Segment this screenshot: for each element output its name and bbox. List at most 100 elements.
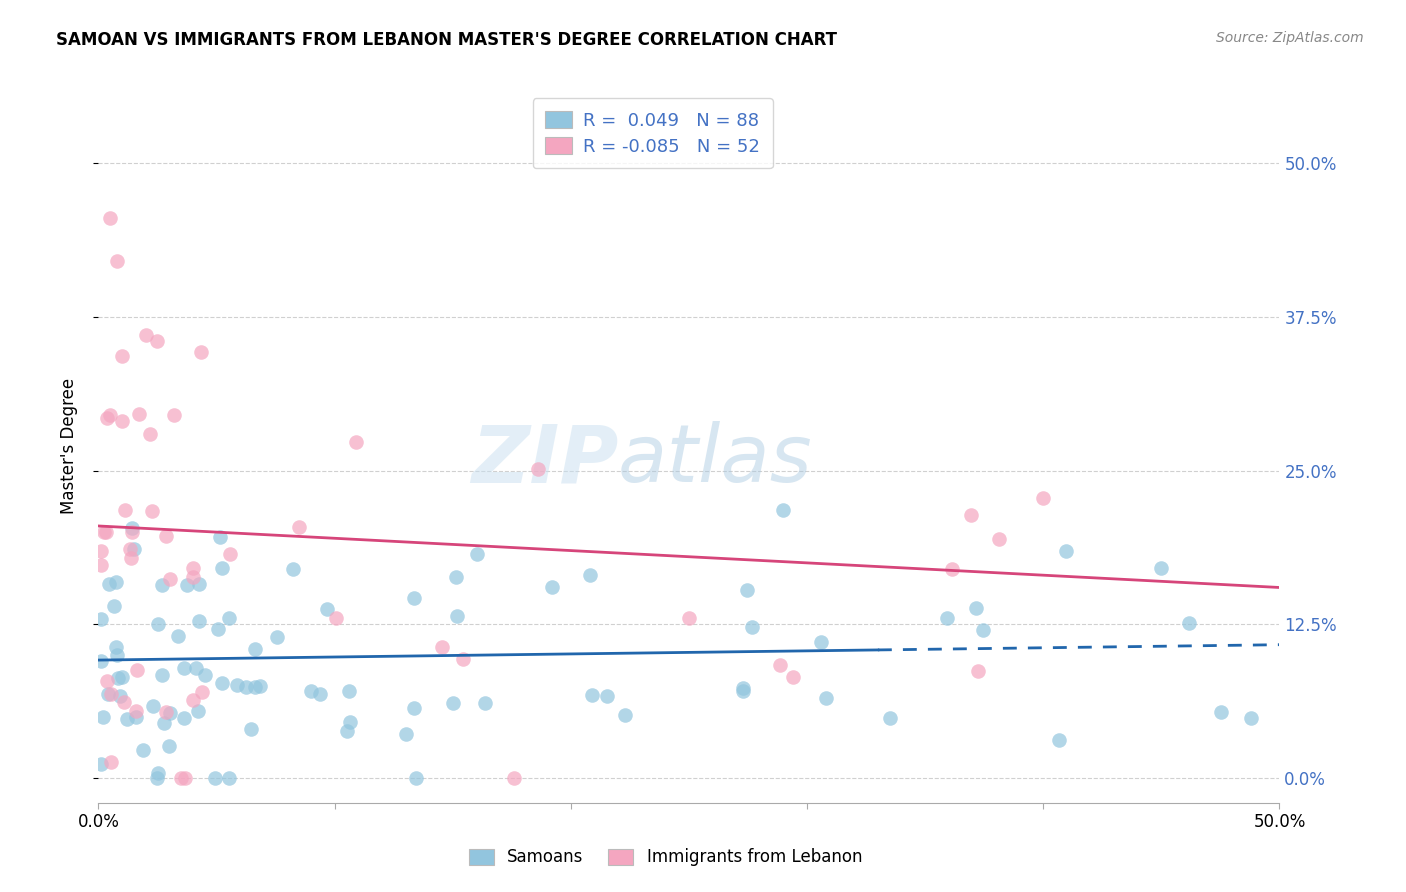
Point [988, 532, 1011, 546]
Point [90, 654, 112, 668]
Point [163, 409, 186, 423]
Point [235, 680, 257, 694]
Point [502, 771, 524, 785]
Point [441, 696, 464, 710]
Point [114, 503, 136, 517]
Point [207, 622, 229, 636]
Point [120, 550, 142, 565]
Point [810, 635, 832, 649]
Point [446, 608, 468, 623]
Point [1211, 705, 1233, 719]
Point [98, 409, 121, 423]
Point [1178, 615, 1201, 630]
Point [112, 695, 135, 709]
Point [474, 696, 496, 710]
Point [90, 756, 112, 771]
Point [541, 580, 564, 594]
Point [395, 727, 418, 741]
Point [1056, 543, 1078, 558]
Text: SAMOAN VS IMMIGRANTS FROM LEBANON MASTER'S DEGREE CORRELATION CHART: SAMOAN VS IMMIGRANTS FROM LEBANON MASTER… [56, 31, 837, 49]
Point [173, 771, 195, 785]
Point [1240, 711, 1263, 725]
Point [184, 661, 207, 675]
Point [153, 716, 176, 731]
Point [157, 739, 180, 754]
Point [139, 426, 162, 441]
Y-axis label: Master's Degree: Master's Degree [59, 378, 77, 514]
Point [107, 671, 129, 685]
Point [173, 711, 195, 725]
Point [960, 508, 983, 522]
Point [769, 658, 792, 673]
Point [266, 630, 288, 644]
Point [288, 519, 311, 533]
Point [239, 722, 262, 736]
Point [936, 611, 959, 625]
Point [941, 562, 963, 576]
Point [249, 679, 271, 693]
Point [98, 577, 121, 591]
Point [301, 683, 323, 698]
Point [98, 211, 121, 226]
Point [405, 771, 427, 785]
Point [325, 611, 347, 625]
Point [115, 712, 138, 726]
Point [211, 676, 233, 690]
Point [402, 591, 425, 605]
Point [105, 254, 128, 268]
Point [678, 611, 700, 625]
Point [121, 525, 143, 540]
Point [782, 670, 804, 684]
Text: Source: ZipAtlas.com: Source: ZipAtlas.com [1216, 31, 1364, 45]
Point [225, 678, 247, 692]
Point [527, 462, 550, 476]
Text: ZIP: ZIP [471, 421, 619, 500]
Point [146, 766, 169, 780]
Point [208, 530, 231, 544]
Point [316, 602, 339, 616]
Point [191, 684, 214, 698]
Point [735, 583, 758, 598]
Point [90, 558, 112, 573]
Point [100, 687, 122, 701]
Point [194, 668, 217, 682]
Point [187, 704, 209, 718]
Point [404, 700, 426, 714]
Point [93, 710, 115, 724]
Point [166, 629, 188, 643]
Point [219, 547, 242, 561]
Point [344, 434, 367, 449]
Point [135, 328, 157, 343]
Point [128, 408, 150, 422]
Point [339, 715, 361, 730]
Point [879, 711, 901, 725]
Point [124, 710, 146, 724]
Point [124, 542, 146, 557]
Point [245, 642, 267, 657]
Point [150, 578, 173, 592]
Point [105, 648, 128, 663]
Point [90, 544, 112, 558]
Point [125, 704, 148, 718]
Point [97, 688, 120, 702]
Point [121, 521, 143, 535]
Point [190, 345, 212, 359]
Point [281, 562, 304, 576]
Point [173, 661, 195, 675]
Point [181, 570, 204, 584]
Point [204, 771, 226, 785]
Point [181, 561, 204, 575]
Point [104, 640, 127, 654]
Point [218, 771, 240, 785]
Point [453, 652, 475, 666]
Legend: Samoans, Immigrants from Lebanon: Samoans, Immigrants from Lebanon [463, 842, 869, 873]
Point [965, 601, 987, 615]
Point [245, 680, 267, 694]
Point [146, 334, 169, 349]
Point [741, 620, 763, 634]
Point [188, 577, 211, 591]
Point [731, 684, 754, 698]
Point [93, 524, 115, 539]
Point [125, 663, 148, 677]
Point [100, 755, 122, 769]
